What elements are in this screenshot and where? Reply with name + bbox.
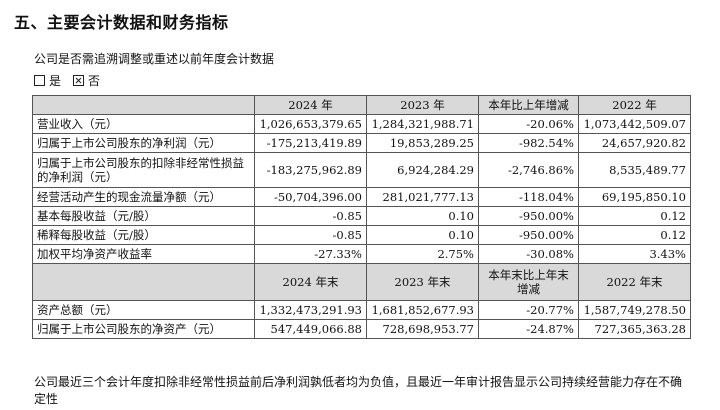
cell-v2024: -0.85	[254, 206, 367, 226]
table1-header-cell	[32, 95, 255, 115]
cell-change: -20.77%	[478, 300, 579, 320]
footnote: 公司最近三个会计年度扣除非经常性损益前后净利润孰低者均为负值，且最近一年审计报告…	[34, 375, 683, 406]
row-label: 归属于上市公司股东的扣除非经常性损益的净利润（元）	[32, 152, 255, 188]
table2-header-cell	[32, 263, 255, 301]
table2-header-cell: 2024 年末	[254, 263, 367, 301]
restatement-choice: 是 否	[34, 72, 100, 89]
cell-change: -950.00%	[478, 225, 579, 245]
cell-v2022: 727,365,363.28	[578, 319, 691, 339]
table-row: 归属于上市公司股东的净利润（元） -175,213,419.89 19,853,28…	[32, 133, 691, 153]
cell-v2022: 0.12	[578, 225, 691, 245]
table1-header-row: 2024 年 2023 年本年比上年增减 2022 年	[32, 95, 691, 115]
table-row: 资产总额（元） 1,332,473,291.93 1,681,852,677.93-…	[32, 300, 691, 320]
cell-v2023: 19,853,289.25	[366, 133, 479, 153]
cell-change: -24.87%	[478, 319, 579, 339]
cell-v2023: 0.10	[366, 206, 479, 226]
row-label: 资产总额（元）	[32, 300, 255, 320]
cell-v2022: 24,657,920.82	[578, 133, 691, 153]
choice-yes-label: 是	[49, 74, 62, 88]
cell-change: -118.04%	[478, 187, 579, 207]
cell-v2024: -175,213,419.89	[254, 133, 367, 153]
cell-v2022: 1,073,442,509.07	[578, 114, 691, 134]
table-row: 营业收入（元） 1,026,653,379.65 1,284,321,988.71-…	[32, 114, 691, 134]
cell-v2023: 281,021,777.13	[366, 187, 479, 207]
cell-v2022: 8,535,489.77	[578, 152, 691, 188]
cell-change: -30.08%	[478, 244, 579, 264]
cell-v2023: 1,284,321,988.71	[366, 114, 479, 134]
cell-v2024: 1,332,473,291.93	[254, 300, 367, 320]
row-label: 归属于上市公司股东的净利润（元）	[32, 133, 255, 153]
cell-v2024: 1,026,653,379.65	[254, 114, 367, 134]
row-label: 营业收入（元）	[32, 114, 255, 134]
cell-change: -982.54%	[478, 133, 579, 153]
row-label: 加权平均净资产收益率	[32, 244, 255, 264]
checkbox-yes-icon[interactable]	[34, 75, 45, 86]
cell-v2023: 2.75%	[366, 244, 479, 264]
cell-v2022: 0.12	[578, 206, 691, 226]
table-row: 经营活动产生的现金流量净额（元） -50,704,396.00 281,021,77…	[32, 187, 691, 207]
cell-change: -950.00%	[478, 206, 579, 226]
table1-header-cell: 2022 年	[578, 95, 691, 115]
checkbox-no-checked-icon[interactable]	[73, 75, 85, 86]
row-label: 稀释每股收益（元/股）	[32, 225, 255, 245]
table-row: 归属于上市公司股东的净资产（元） 547,449,066.88 728,698,95…	[32, 319, 691, 339]
cell-v2023: 6,924,284.29	[366, 152, 479, 188]
table2-header-cell: 2022 年末	[578, 263, 691, 301]
row-label: 基本每股收益（元/股）	[32, 206, 255, 226]
table1-header-cell: 2023 年	[366, 95, 479, 115]
cell-v2022: 69,195,850.10	[578, 187, 691, 207]
cell-v2024: -27.33%	[254, 244, 367, 264]
table-row: 稀释每股收益（元/股） -0.85 0.10 -950.00% 0.12	[32, 225, 691, 245]
table2-header-row: 2024 年末 2023 年末 本年末比上年末增减 2022 年末	[32, 263, 691, 301]
table-row: 基本每股收益（元/股） -0.85 0.10 -950.00% 0.12	[32, 206, 691, 226]
cell-v2023: 0.10	[366, 225, 479, 245]
table-row: 归属于上市公司股东的扣除非经常性损益的净利润（元） -183,275,962.89…	[32, 152, 691, 188]
cell-change: -20.06%	[478, 114, 579, 134]
restatement-question: 公司是否需追溯调整或重述以前年度会计数据	[34, 52, 275, 66]
row-label: 归属于上市公司股东的净资产（元）	[32, 319, 255, 339]
cell-v2024: 547,449,066.88	[254, 319, 367, 339]
cell-v2024: -183,275,962.89	[254, 152, 367, 188]
cell-change: -2,746.86%	[478, 152, 579, 188]
cell-v2024: -50,704,396.00	[254, 187, 367, 207]
cell-v2022: 1,587,749,278.50	[578, 300, 691, 320]
table-row: 加权平均净资产收益率 -27.33% 2.75% -30.08% 3.43%	[32, 244, 691, 264]
section-title: 五、主要会计数据和财务指标	[14, 13, 229, 32]
cell-v2022: 3.43%	[578, 244, 691, 264]
cell-v2023: 728,698,953.77	[366, 319, 479, 339]
row-label: 经营活动产生的现金流量净额（元）	[32, 187, 255, 207]
cell-v2023: 1,681,852,677.93	[366, 300, 479, 320]
financial-indicators-table: 2024 年 2023 年本年比上年增减 2022 年营业收入（元） 1,026,65…	[32, 95, 691, 339]
table2-header-cell: 2023 年末	[366, 263, 479, 301]
table1-header-cell: 2024 年	[254, 95, 367, 115]
cell-v2024: -0.85	[254, 225, 367, 245]
table1-header-cell: 本年比上年增减	[478, 95, 579, 115]
table2-header-cell: 本年末比上年末增减	[478, 263, 579, 301]
choice-no-label: 否	[88, 74, 101, 88]
